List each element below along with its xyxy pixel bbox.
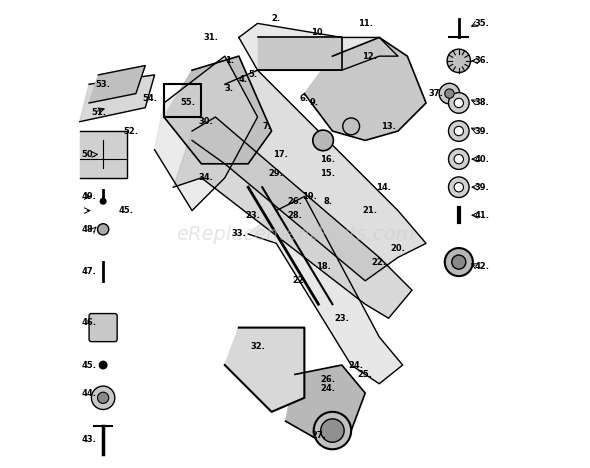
- Text: 53.: 53.: [96, 80, 110, 89]
- Circle shape: [445, 89, 454, 98]
- Text: 42.: 42.: [475, 262, 490, 271]
- Text: 36.: 36.: [475, 56, 490, 66]
- Circle shape: [454, 154, 464, 164]
- Text: 8.: 8.: [323, 197, 332, 206]
- Polygon shape: [248, 197, 402, 384]
- Text: 4.: 4.: [239, 75, 248, 84]
- Text: 26.: 26.: [320, 374, 335, 384]
- Circle shape: [448, 149, 469, 169]
- Circle shape: [452, 255, 466, 269]
- Text: 12.: 12.: [362, 51, 378, 61]
- Text: 32.: 32.: [250, 342, 265, 351]
- Text: 29.: 29.: [269, 168, 284, 178]
- Circle shape: [314, 412, 351, 449]
- Text: 20.: 20.: [391, 243, 405, 253]
- Circle shape: [343, 118, 359, 135]
- Circle shape: [447, 49, 470, 73]
- Text: 19.: 19.: [301, 192, 316, 201]
- Text: 40.: 40.: [475, 154, 490, 164]
- Bar: [164, 84, 201, 117]
- Text: 13.: 13.: [381, 122, 396, 131]
- Text: 23.: 23.: [335, 314, 349, 323]
- Text: 24.: 24.: [348, 360, 363, 370]
- Text: 41.: 41.: [475, 211, 490, 220]
- Text: 51.: 51.: [91, 108, 106, 117]
- Text: 37.: 37.: [428, 89, 442, 98]
- Text: 21.: 21.: [362, 206, 378, 215]
- Text: 7.: 7.: [263, 122, 271, 131]
- Text: 43.: 43.: [81, 435, 97, 445]
- Circle shape: [445, 248, 473, 276]
- Circle shape: [439, 83, 460, 104]
- Text: 31.: 31.: [204, 33, 218, 42]
- Circle shape: [97, 392, 109, 403]
- Circle shape: [454, 98, 464, 108]
- Circle shape: [91, 386, 115, 410]
- Text: 39.: 39.: [475, 183, 490, 192]
- Polygon shape: [164, 56, 271, 164]
- Text: 33.: 33.: [231, 229, 246, 239]
- Text: 11.: 11.: [358, 19, 373, 28]
- Text: 49.: 49.: [81, 192, 97, 201]
- Text: 17.: 17.: [274, 150, 289, 159]
- Text: 6.: 6.: [300, 94, 309, 103]
- Text: 23.: 23.: [245, 211, 260, 220]
- Text: 48.: 48.: [81, 225, 97, 234]
- Polygon shape: [239, 23, 398, 70]
- Text: 46.: 46.: [81, 318, 97, 328]
- Polygon shape: [173, 117, 412, 318]
- Circle shape: [448, 177, 469, 197]
- Text: 27.: 27.: [311, 431, 326, 440]
- Text: 22.: 22.: [292, 276, 307, 285]
- Circle shape: [99, 361, 107, 369]
- Text: 35.: 35.: [475, 19, 490, 28]
- Text: 28.: 28.: [287, 211, 303, 220]
- Text: 2.: 2.: [272, 14, 281, 23]
- Polygon shape: [304, 37, 426, 140]
- Polygon shape: [89, 66, 145, 103]
- Text: 16.: 16.: [320, 154, 335, 164]
- Text: 1.: 1.: [225, 56, 234, 66]
- Text: 44.: 44.: [81, 388, 97, 398]
- Circle shape: [454, 183, 464, 192]
- Text: 22.: 22.: [372, 257, 386, 267]
- Text: 10.: 10.: [311, 28, 326, 37]
- Text: 15.: 15.: [320, 168, 335, 178]
- Polygon shape: [80, 131, 126, 178]
- Text: 30.: 30.: [199, 117, 214, 126]
- Text: 52.: 52.: [124, 126, 139, 136]
- FancyBboxPatch shape: [89, 314, 117, 342]
- Polygon shape: [80, 75, 155, 122]
- Text: 55.: 55.: [180, 98, 195, 108]
- Text: 45.: 45.: [81, 360, 97, 370]
- Polygon shape: [155, 56, 258, 211]
- Text: 34.: 34.: [199, 173, 214, 183]
- Circle shape: [100, 198, 106, 204]
- Circle shape: [448, 121, 469, 141]
- Circle shape: [321, 419, 344, 442]
- Circle shape: [454, 126, 464, 136]
- Text: 45.: 45.: [119, 206, 134, 215]
- Circle shape: [97, 224, 109, 235]
- Text: 24.: 24.: [320, 384, 335, 393]
- Text: 25.: 25.: [358, 370, 373, 379]
- Text: 26.: 26.: [287, 197, 303, 206]
- Text: 5.: 5.: [248, 70, 257, 80]
- Circle shape: [448, 93, 469, 113]
- Polygon shape: [192, 70, 426, 281]
- Polygon shape: [225, 328, 304, 412]
- Circle shape: [313, 130, 333, 151]
- Text: 47.: 47.: [81, 267, 97, 276]
- Text: eReplacementParts.com: eReplacementParts.com: [176, 225, 414, 243]
- Text: 54.: 54.: [142, 94, 158, 103]
- Text: 3.: 3.: [225, 84, 234, 94]
- Text: 38.: 38.: [475, 98, 490, 108]
- Text: 18.: 18.: [316, 262, 330, 271]
- Polygon shape: [258, 37, 342, 70]
- Text: 14.: 14.: [376, 183, 391, 192]
- Text: 50.: 50.: [81, 150, 97, 159]
- Polygon shape: [286, 365, 365, 440]
- Text: 39.: 39.: [475, 126, 490, 136]
- Text: 9.: 9.: [309, 98, 318, 108]
